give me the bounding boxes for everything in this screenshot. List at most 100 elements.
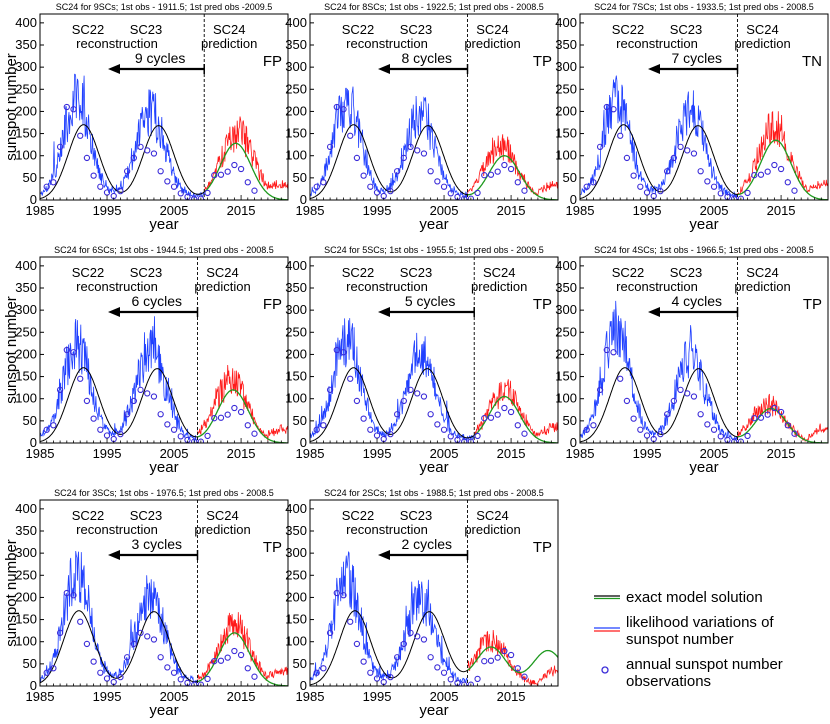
- plot-area: [40, 551, 288, 686]
- observation-point: [83, 154, 91, 162]
- model-curve: [40, 610, 198, 684]
- observation-point: [777, 408, 785, 416]
- observation-point: [461, 195, 468, 200]
- observation-point: [360, 172, 367, 179]
- observation-point: [83, 640, 91, 648]
- observation-point: [784, 422, 791, 429]
- observation-point: [231, 161, 238, 169]
- y-tick-label: 300: [15, 545, 37, 560]
- observation-point: [690, 393, 698, 400]
- y-tick-label: 150: [285, 369, 307, 384]
- annotation-sc23: SC23: [400, 265, 433, 280]
- observation-point: [663, 168, 671, 175]
- observation-point: [670, 154, 677, 162]
- y-tick-label: 100: [555, 148, 577, 163]
- y-tick-label: 0: [30, 678, 37, 693]
- observation-point: [677, 143, 684, 151]
- observation-point: [150, 150, 158, 157]
- x-tick-label: 2005: [160, 689, 189, 704]
- prediction-series: [737, 393, 828, 442]
- observation-point: [313, 426, 320, 433]
- y-tick-label: 250: [285, 567, 307, 582]
- observation-point: [400, 397, 407, 405]
- observation-point: [123, 654, 131, 661]
- observation-point: [467, 438, 475, 443]
- observation-point: [70, 349, 77, 356]
- y-tick-label: 50: [563, 413, 577, 428]
- observation-point: [204, 432, 211, 440]
- observation-point: [56, 143, 64, 151]
- observation-point: [514, 665, 521, 672]
- observation-point: [420, 150, 428, 157]
- observation-point: [487, 657, 495, 664]
- y-tick-label: 400: [285, 15, 307, 30]
- y-tick-label: 0: [30, 435, 37, 450]
- plot-area: [310, 318, 558, 443]
- x-tick-label: 1995: [93, 203, 122, 218]
- observation-point: [150, 393, 158, 400]
- observation-point: [630, 415, 637, 422]
- y-tick-label: 200: [15, 103, 37, 118]
- observation-point: [407, 143, 414, 151]
- arrow-head: [108, 307, 120, 317]
- observation-point: [217, 414, 225, 421]
- panel-1: SC24 for 9SCs; 1st obs - 1911.5; 1st pre…: [3, 2, 289, 233]
- y-tick-label: 150: [285, 612, 307, 627]
- y-tick-label: 200: [285, 103, 307, 118]
- observation-point: [83, 397, 91, 405]
- annotation-prediction: prediction: [734, 279, 790, 294]
- plot-frame: [579, 256, 829, 444]
- observation-point: [731, 195, 738, 200]
- observation-point: [97, 183, 104, 190]
- y-tick-label: 400: [555, 15, 577, 30]
- observation-point: [764, 168, 771, 175]
- observation-point: [320, 665, 327, 672]
- x-tick-label: 2005: [700, 446, 729, 461]
- annotation-sc24: SC24: [206, 508, 239, 523]
- panel-title: SC24 for 9SCs; 1st obs - 1911.5; 1st pre…: [56, 2, 272, 12]
- observation-point: [347, 618, 354, 625]
- panel-4: SC24 for 6SCs; 1st obs - 1944.5; 1st pre…: [3, 245, 289, 476]
- observation-point: [70, 106, 77, 113]
- observation-point: [130, 640, 137, 648]
- annotation-reconstruction: reconstruction: [76, 36, 158, 51]
- x-tick-label: 1995: [633, 446, 662, 461]
- observation-point: [427, 654, 434, 661]
- reconstruction-series: [40, 73, 205, 199]
- x-tick-label: 2015: [767, 446, 796, 461]
- plot-frame: [39, 13, 289, 201]
- observation-point: [77, 618, 84, 625]
- panel-title: SC24 for 2SCs; 1st obs - 1988.5; 1st pre…: [324, 488, 544, 498]
- annotation-prediction: prediction: [464, 522, 520, 537]
- observation-point: [596, 143, 604, 151]
- reconstruction-series: [310, 86, 468, 199]
- observation-point: [507, 165, 515, 173]
- observation-point: [414, 147, 421, 154]
- observation-point: [414, 633, 421, 640]
- observation-point: [461, 438, 468, 443]
- annotation-reconstruction: reconstruction: [76, 522, 158, 537]
- prediction-series: [473, 379, 558, 439]
- observation-point: [130, 397, 137, 405]
- observation-point: [737, 195, 745, 200]
- model-prediction-curve: [467, 646, 558, 674]
- y-tick-label: 300: [15, 59, 37, 74]
- annotation-sc24: SC24: [206, 265, 239, 280]
- annotation-reconstruction: reconstruction: [76, 279, 158, 294]
- observation-point: [603, 103, 610, 111]
- observation-point: [211, 658, 218, 665]
- annotation-sc22: SC22: [612, 22, 645, 37]
- annotation-reconstruction: reconstruction: [346, 279, 428, 294]
- panel-6: SC24 for 4SCs; 1st obs - 1966.5; 1st pre…: [555, 245, 829, 476]
- observation-point: [191, 195, 198, 200]
- observation-point: [744, 432, 751, 440]
- observation-point: [251, 430, 258, 437]
- observation-point: [663, 411, 671, 418]
- observation-point: [467, 195, 475, 200]
- observation-point: [461, 681, 468, 686]
- observation-point: [751, 172, 758, 179]
- cycles-label: 6 cycles: [131, 293, 182, 309]
- cycles-label: 3 cycles: [131, 536, 182, 552]
- observation-point: [204, 675, 211, 683]
- observation-point: [177, 190, 184, 197]
